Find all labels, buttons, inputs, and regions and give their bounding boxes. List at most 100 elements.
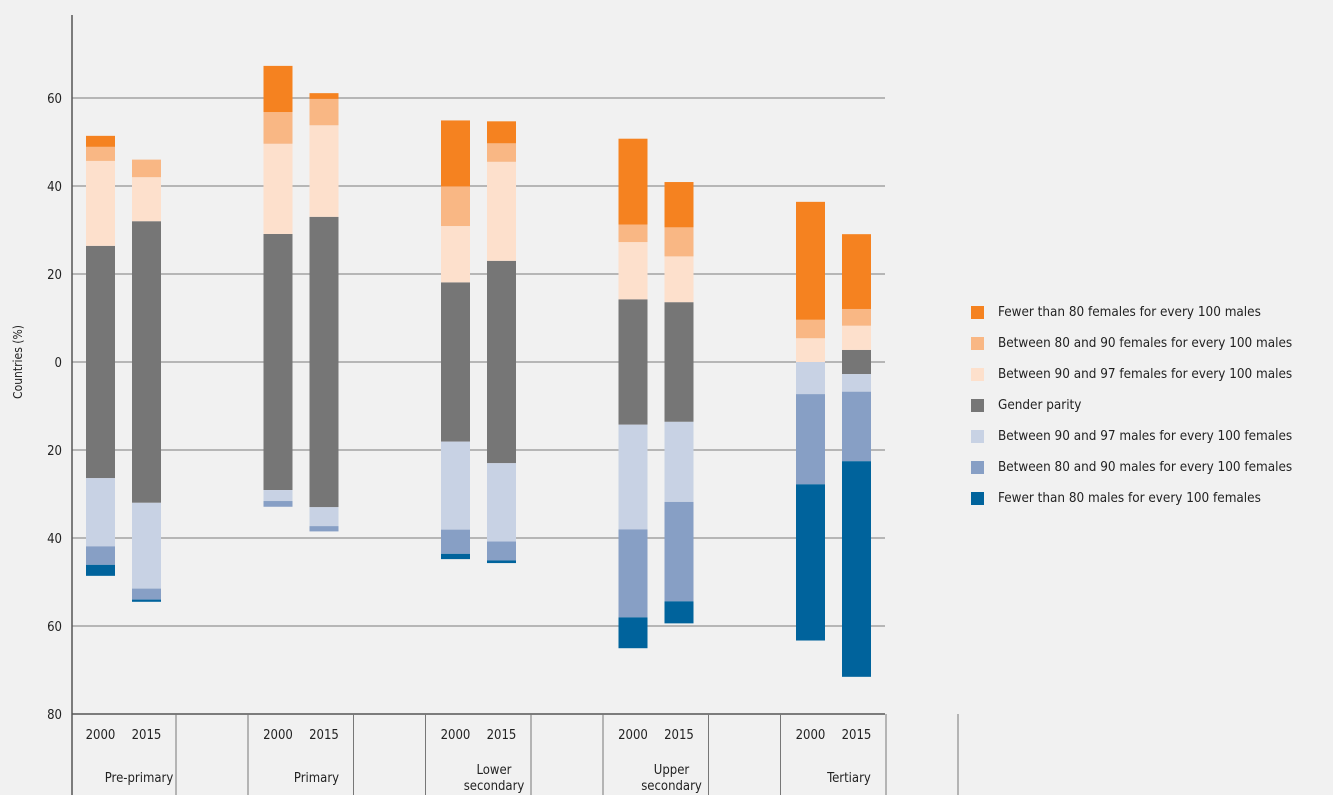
bar-segment-male-deficit [664, 501, 694, 602]
bar-segment-female-deficit [86, 160, 115, 246]
bar-segment-female-deficit [441, 186, 470, 227]
bar-segment-female-deficit [796, 338, 825, 362]
bar-segment-female-deficit [618, 224, 648, 243]
bar-segment-female-deficit [618, 242, 648, 300]
bar-segment-male-deficit [618, 529, 648, 618]
bar-segment-female-deficit [796, 201, 825, 320]
year-label: 2015 [132, 728, 162, 743]
year-label: 2015 [842, 728, 872, 743]
legend-item: Between 90 and 97 males for every 100 fe… [971, 427, 1292, 458]
legend-swatch [971, 368, 984, 381]
y-tick-label: 60 [47, 620, 62, 635]
legend-swatch [971, 306, 984, 319]
bar-segment-male-deficit [309, 526, 339, 532]
year-label: 2015 [664, 728, 694, 743]
bar-segment-gender-parity [309, 216, 339, 508]
bar-segment-male-deficit [132, 502, 161, 589]
legend-item: Fewer than 80 females for every 100 male… [971, 303, 1292, 334]
bar-segment-male-deficit [487, 463, 516, 542]
legend-swatch [971, 492, 984, 505]
legend-item: Between 80 and 90 males for every 100 fe… [971, 458, 1292, 489]
bar-segment-male-deficit [487, 560, 516, 564]
bar-segment-male-deficit [132, 588, 161, 600]
bar-segment-male-deficit [263, 501, 293, 507]
year-label: 2000 [441, 728, 471, 743]
bar-segment-male-deficit [618, 617, 648, 649]
category-label: Primary [294, 771, 339, 786]
bar-segment-male-deficit [86, 564, 115, 576]
year-label: 2000 [796, 728, 826, 743]
year-label: 2000 [618, 728, 648, 743]
bar-segment-female-deficit [842, 325, 871, 350]
year-label: 2015 [487, 728, 517, 743]
bar-segment-male-deficit [796, 394, 825, 485]
bars [86, 65, 871, 677]
legend-item: Fewer than 80 males for every 100 female… [971, 489, 1292, 520]
y-tick-label: 40 [47, 180, 62, 195]
gridlines [72, 97, 885, 627]
bar-segment-female-deficit [132, 159, 161, 178]
legend: Fewer than 80 females for every 100 male… [971, 303, 1292, 520]
bar-segment-male-deficit [441, 441, 470, 530]
bar-segment-female-deficit [263, 143, 293, 234]
legend-item: Between 90 and 97 females for every 100 … [971, 365, 1292, 396]
bar-segment-male-deficit [441, 553, 470, 560]
bar-segment-female-deficit [664, 227, 694, 257]
bar-segment-female-deficit [842, 308, 871, 326]
legend-swatch [971, 430, 984, 443]
legend-label: Between 90 and 97 males for every 100 fe… [998, 429, 1293, 444]
bar-segment-female-deficit [309, 93, 339, 99]
bar-segment-male-deficit [796, 362, 825, 395]
bar-segment-male-deficit [664, 601, 694, 624]
bar-segment-male-deficit [618, 424, 648, 530]
bar-segment-female-deficit [842, 234, 871, 309]
year-label: 2000 [86, 728, 116, 743]
bar-segment-female-deficit [664, 182, 694, 228]
y-tick-label: 20 [47, 444, 62, 459]
bar-segment-female-deficit [441, 120, 470, 187]
bar-segment-male-deficit [86, 478, 115, 547]
bar-segment-female-deficit [86, 146, 115, 161]
bar-segment-male-deficit [842, 461, 871, 677]
x-axis: 2000 2015 Pre-primary 2000 2015 Primary 2000 20… [71, 15, 959, 795]
bar-segment-gender-parity [263, 233, 293, 491]
year-label: 2000 [263, 728, 293, 743]
legend-label: Between 80 and 90 females for every 100 … [998, 336, 1293, 351]
bar-segment-gender-parity [618, 299, 648, 425]
bar-segment-male-deficit [487, 541, 516, 561]
bar-segment-male-deficit [842, 391, 871, 462]
legend-label: Between 80 and 90 males for every 100 fe… [998, 460, 1293, 475]
category-label: Pre-primary [105, 771, 174, 786]
bar-segment-female-deficit [441, 226, 470, 283]
bar-segment-female-deficit [487, 143, 516, 162]
bar-segment-male-deficit [842, 374, 871, 392]
bar-segment-male-deficit [86, 546, 115, 565]
bar-segment-male-deficit [796, 484, 825, 641]
bar-segment-female-deficit [796, 319, 825, 339]
bar-segment-male-deficit [441, 529, 470, 554]
bar-segment-female-deficit [309, 98, 339, 126]
y-axis-ticks: 60 40 20 0 20 40 60 80 [47, 92, 62, 723]
bar-segment-female-deficit [263, 112, 293, 144]
bar-segment-female-deficit [664, 256, 694, 303]
year-label: 2015 [309, 728, 339, 743]
legend-swatch [971, 337, 984, 350]
bar-segment-female-deficit [86, 135, 115, 147]
bar-segment-gender-parity [664, 302, 694, 422]
legend-item: Gender parity [971, 396, 1292, 427]
bar-segment-male-deficit [263, 490, 293, 502]
bar-segment-male-deficit [309, 507, 339, 527]
bar-segment-male-deficit [664, 421, 694, 502]
legend-label: Fewer than 80 females for every 100 male… [998, 305, 1261, 320]
y-axis-title: Countries (%) [11, 325, 25, 399]
bar-segment-female-deficit [487, 121, 516, 144]
y-tick-label: 60 [47, 92, 62, 107]
bar-segment-male-deficit [132, 599, 161, 602]
y-tick-label: 0 [55, 356, 62, 371]
y-tick-label: 80 [47, 708, 62, 723]
category-label: Lower secondary [464, 763, 525, 794]
bar-segment-gender-parity [842, 349, 871, 375]
legend-label: Fewer than 80 males for every 100 female… [998, 491, 1261, 506]
bar-segment-female-deficit [309, 125, 339, 217]
